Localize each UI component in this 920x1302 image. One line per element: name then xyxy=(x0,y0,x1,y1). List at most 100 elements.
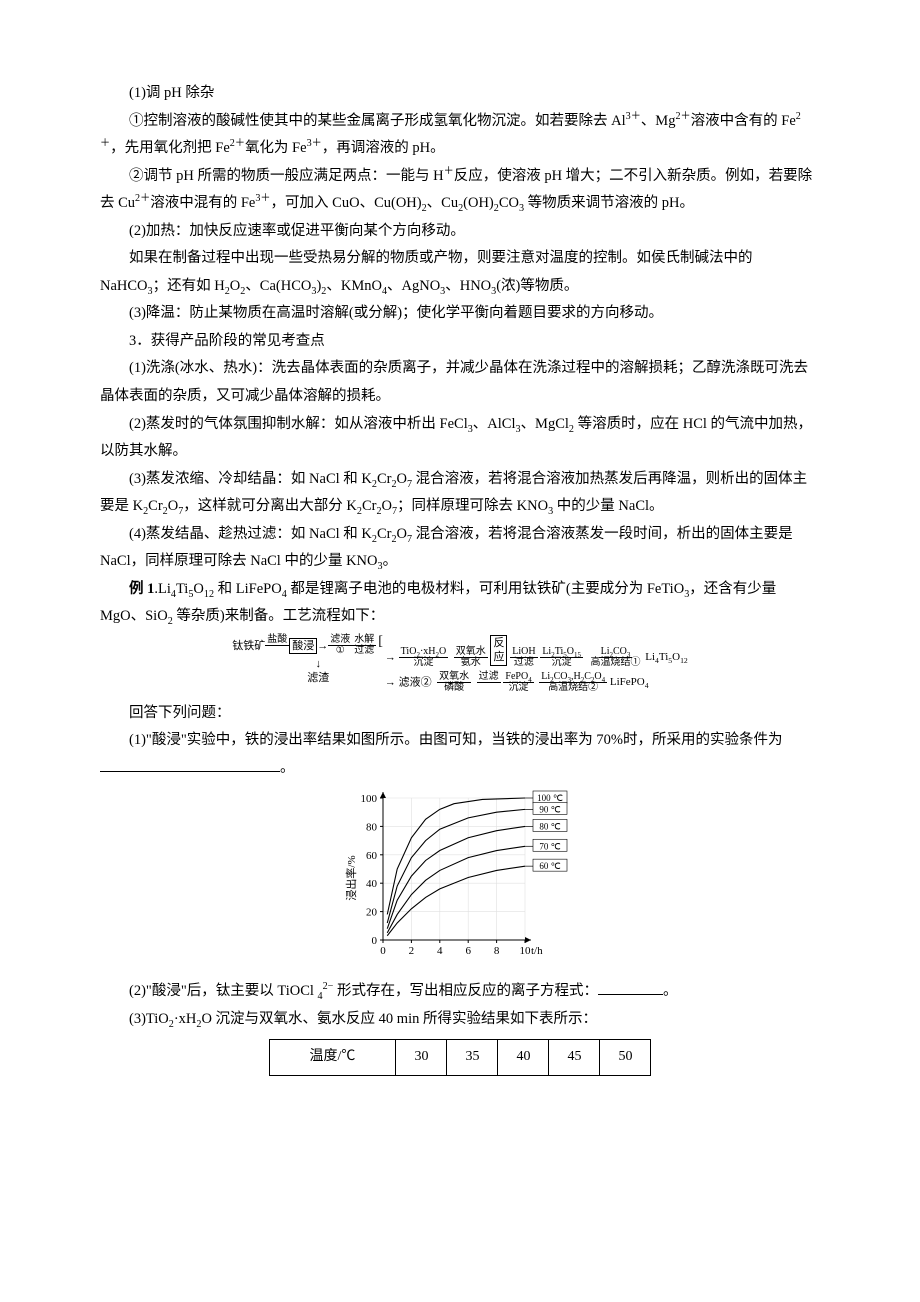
para-2: ①控制溶液的酸碱性使其中的某些金属离子形成氢氧化物沉淀。如若要除去 Al3＋、M… xyxy=(100,108,820,163)
text: 溶液中混有的 Fe xyxy=(150,195,255,211)
leaching-rate-chart: 0246810020406080100t/h浸出率/%100 ℃90 ℃80 ℃… xyxy=(100,788,820,968)
svg-text:80: 80 xyxy=(366,822,378,834)
table-row: 温度/℃ 30 35 40 45 50 xyxy=(269,1040,651,1076)
temperature-table: 温度/℃ 30 35 40 45 50 xyxy=(269,1039,652,1076)
svg-text:70 ℃: 70 ℃ xyxy=(539,842,560,852)
table-cell: 40 xyxy=(498,1040,549,1076)
sup: 3＋ xyxy=(626,111,641,122)
text: 。 xyxy=(383,553,398,569)
text: 、KMnO xyxy=(326,278,382,294)
sup: 2＋ xyxy=(230,138,245,149)
text: 溶液中含有的 Fe xyxy=(691,113,796,129)
svg-text:0: 0 xyxy=(372,935,378,947)
answer-blank[interactable] xyxy=(100,756,280,772)
charge: 2− xyxy=(323,982,334,993)
text: 。 xyxy=(280,760,295,776)
text: ①控制溶液的酸碱性使其中的某些金属离子形成氢氧化物沉淀。如若要除去 Al xyxy=(129,113,626,129)
text: O xyxy=(193,581,203,597)
text: 。 xyxy=(663,983,678,999)
flow-branch-top: → TiO2·xH2O沉淀 双氧水氨水 反应 LiOH过滤 Li2Ti5O15沉… xyxy=(385,635,688,669)
para-7: 3．获得产品阶段的常见考查点 xyxy=(100,328,820,356)
text: 、Ca(HCO xyxy=(245,278,311,294)
flow-branch-bottom: → 滤液② 双氧水磷酸 过滤 FePO4沉淀 Li2CO3,H2C2O4高温烧结… xyxy=(385,672,649,694)
example-label: 例 1 xyxy=(129,581,154,597)
sup: 3＋ xyxy=(307,138,322,149)
text: 形式存在，写出相应反应的离子方程式： xyxy=(333,983,598,999)
answer-blank[interactable] xyxy=(598,980,663,996)
flow-step-acid-leach: 酸浸 xyxy=(289,638,317,654)
text: 氧化为 Fe xyxy=(245,140,307,156)
flow-node: 钛铁矿 xyxy=(232,639,265,653)
text: 、HNO xyxy=(445,278,491,294)
para-5: 如果在制备过程中出现一些受热易分解的物质或产物，则要注意对温度的控制。如侯氏制碱… xyxy=(100,245,820,300)
question-1: (1)"酸浸"实验中，铁的浸出率结果如图所示。由图可知，当铁的浸出率为 70%时… xyxy=(100,727,820,782)
table-cell: 45 xyxy=(549,1040,600,1076)
process-flow-diagram: 钛铁矿 盐酸 酸浸 → 滤液① 水解过滤 ↓ 滤渣 [ → TiO2·xH2O沉… xyxy=(100,635,820,694)
para-8: (1)洗涤(冰水、热水)：洗去晶体表面的杂质离子，并减少晶体在洗涤过程中的溶解损… xyxy=(100,355,820,410)
text: Cr xyxy=(148,498,163,514)
svg-text:10: 10 xyxy=(520,945,532,957)
svg-text:4: 4 xyxy=(437,945,443,957)
para-1: (1)调 pH 除杂 xyxy=(100,80,820,108)
question-2: (2)"酸浸"后，钛主要以 TiOCl 42− 形式存在，写出相应反应的离子方程… xyxy=(100,978,820,1006)
svg-text:90 ℃: 90 ℃ xyxy=(539,805,560,815)
text: 、AlCl xyxy=(473,416,516,432)
document-page: (1)调 pH 除杂 ①控制溶液的酸碱性使其中的某些金属离子形成氢氧化物沉淀。如… xyxy=(0,0,920,1142)
text: O xyxy=(230,278,240,294)
text: (2)蒸发时的气体氛围抑制水解：如从溶液中析出 FeCl xyxy=(129,416,468,432)
text: Cr xyxy=(377,526,392,542)
svg-text:6: 6 xyxy=(465,945,471,957)
table-cell: 35 xyxy=(447,1040,498,1076)
sup: 3＋ xyxy=(255,193,270,204)
sup: 2＋ xyxy=(675,111,690,122)
svg-text:2: 2 xyxy=(409,945,415,957)
para-6: (3)降温：防止某物质在高温时溶解(或分解)；使化学平衡向着题目要求的方向移动。 xyxy=(100,300,820,328)
text: (3)TiO xyxy=(129,1011,169,1027)
text: (OH) xyxy=(463,195,494,211)
question-3: (3)TiO2·xH2O 沉淀与双氧水、氨水反应 40 min 所得实验结果如下… xyxy=(100,1006,820,1034)
text: (浓)等物质。 xyxy=(496,278,578,294)
text: Cr xyxy=(377,471,392,487)
text: 中的少量 NaCl。 xyxy=(553,498,663,514)
table-cell: 50 xyxy=(600,1040,651,1076)
text: 等物质来调节溶液的 pH。 xyxy=(524,195,694,211)
sup: 2＋ xyxy=(135,193,150,204)
svg-text:40: 40 xyxy=(366,879,378,891)
text: ，先用氧化剂把 Fe xyxy=(110,140,230,156)
svg-text:80 ℃: 80 ℃ xyxy=(539,822,560,832)
text: 都是锂离子电池的电极材料，可利用钛铁矿(主要成分为 FeTiO xyxy=(287,581,684,597)
flow-node-residue: 滤渣 xyxy=(307,671,329,685)
table-cell: 30 xyxy=(396,1040,447,1076)
text: O xyxy=(397,526,407,542)
text: O xyxy=(397,471,407,487)
table-header: 温度/℃ xyxy=(269,1040,396,1076)
text: 等杂质)来制备。工艺流程如下： xyxy=(173,608,384,624)
text: ，可加入 CuO、Cu(OH) xyxy=(271,195,422,211)
svg-text:浸出率/%: 浸出率/% xyxy=(345,856,358,901)
text: ；同样原理可除去 KNO xyxy=(397,498,548,514)
text: .Li xyxy=(154,581,171,597)
svg-text:20: 20 xyxy=(366,907,378,919)
para-3: ②调节 pH 所需的物质一般应满足两点：一能与 H＋反应，使溶液 pH 增大；二… xyxy=(100,163,820,218)
text: O 沉淀与双氧水、氨水反应 40 min 所得实验结果如下表所示： xyxy=(201,1011,597,1027)
text: 、Mg xyxy=(641,113,676,129)
text: 、MgCl xyxy=(521,416,569,432)
text: (4)蒸发结晶、趁热过滤：如 NaCl 和 K xyxy=(129,526,372,542)
text: ·xH xyxy=(174,1011,197,1027)
text: CO xyxy=(499,195,519,211)
text: (2)"酸浸"后，钛主要以 TiOCl xyxy=(129,983,318,999)
example-1: 例 1.Li4Ti5O12 和 LiFePO4 都是锂离子电池的电极材料，可利用… xyxy=(100,576,820,631)
para-9: (2)蒸发时的气体氛围抑制水解：如从溶液中析出 FeCl3、AlCl3、MgCl… xyxy=(100,411,820,466)
text: ；还有如 H xyxy=(153,278,225,294)
svg-text:t/h: t/h xyxy=(531,945,543,957)
svg-text:100: 100 xyxy=(361,793,378,805)
svg-text:60: 60 xyxy=(366,850,378,862)
text: (1)"酸浸"实验中，铁的浸出率结果如图所示。由图可知，当铁的浸出率为 70%时… xyxy=(129,732,782,748)
text: Cr xyxy=(362,498,377,514)
para-10: (3)蒸发浓缩、冷却结晶：如 NaCl 和 K2Cr2O7 混合溶液，若将混合溶… xyxy=(100,466,820,521)
svg-text:8: 8 xyxy=(494,945,500,957)
answer-prompt: 回答下列问题： xyxy=(100,700,820,728)
sup: ＋ xyxy=(444,166,454,177)
svg-text:100 ℃: 100 ℃ xyxy=(537,793,563,803)
text: O xyxy=(168,498,178,514)
